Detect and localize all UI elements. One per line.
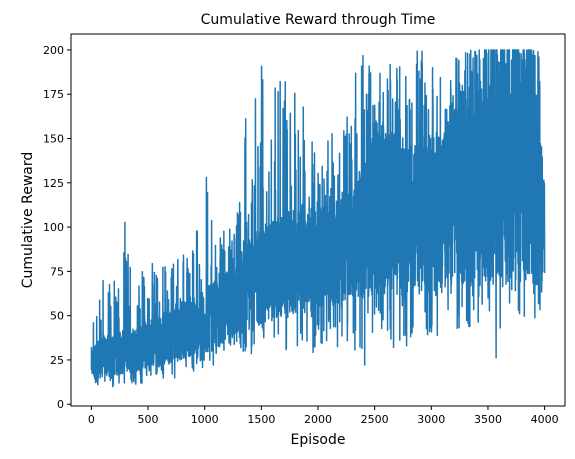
chart-title: Cumulative Reward through Time bbox=[201, 12, 436, 28]
x-axis-label: Episode bbox=[291, 432, 346, 448]
y-axis-label: Cumulative Reward bbox=[20, 152, 36, 289]
plot-frame bbox=[70, 33, 566, 407]
x-tick-label: 3000 bbox=[417, 413, 445, 426]
y-tick-label: 0 bbox=[57, 398, 64, 411]
x-tick-label: 1000 bbox=[191, 413, 219, 426]
y-tick-label: 75 bbox=[50, 265, 64, 278]
y-axis-ticks: 0 25 50 75 100 125 150 175 200 bbox=[43, 44, 71, 411]
x-tick-label: 500 bbox=[138, 413, 159, 426]
x-tick-label: 2500 bbox=[361, 413, 389, 426]
y-tick-label: 100 bbox=[43, 221, 64, 234]
y-tick-label: 125 bbox=[43, 177, 64, 190]
y-tick-label: 50 bbox=[50, 310, 64, 323]
series-layer bbox=[90, 49, 546, 388]
y-tick-label: 150 bbox=[43, 133, 64, 146]
x-tick-label: 4000 bbox=[531, 413, 559, 426]
x-axis-ticks: 0 500 1000 1500 2000 2500 3000 3500 4000 bbox=[88, 406, 559, 426]
reward-series-line bbox=[90, 49, 546, 388]
x-tick-label: 3500 bbox=[474, 413, 502, 426]
x-tick-label: 1500 bbox=[247, 413, 275, 426]
y-tick-label: 200 bbox=[43, 44, 64, 57]
y-tick-label: 25 bbox=[50, 354, 64, 367]
y-tick-label: 175 bbox=[43, 88, 64, 101]
x-tick-label: 2000 bbox=[304, 413, 332, 426]
x-tick-label: 0 bbox=[88, 413, 95, 426]
